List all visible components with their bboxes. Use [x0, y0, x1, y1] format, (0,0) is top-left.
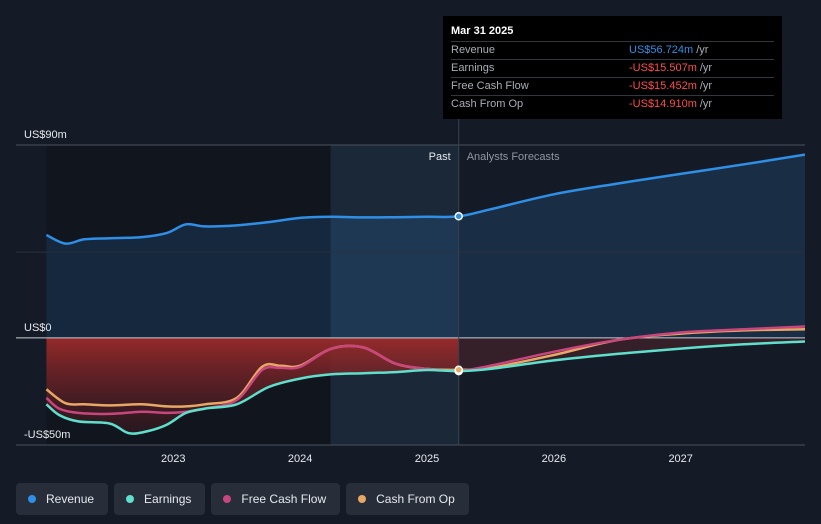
tooltip-row-label: Cash From Op — [451, 98, 524, 110]
series-line-earnings — [45, 340, 805, 435]
legend-item-earnings[interactable]: Earnings — [114, 483, 206, 515]
y-tick-label: US$0 — [24, 322, 52, 334]
y-tick-label: US$90m — [24, 129, 67, 141]
x-tick-label: 2023 — [161, 453, 185, 465]
tooltip-row-value: -US$14.910m — [629, 98, 697, 110]
tooltip-date: Mar 31 2025 — [451, 25, 514, 37]
legend-item-cash-from-op[interactable]: Cash From Op — [346, 483, 469, 515]
legend-dot-icon — [126, 495, 135, 503]
tooltip-row-unit: /yr — [699, 62, 713, 74]
earnings-area-past — [46, 337, 459, 434]
tooltip-row-value: US$56.724m — [629, 44, 694, 56]
revenue-area — [46, 154, 805, 338]
tooltip-row-label: Revenue — [451, 44, 496, 56]
tooltip-row-label: Earnings — [451, 62, 495, 74]
past-highlight-band — [330, 145, 459, 445]
forecast-label: Analysts Forecasts — [467, 151, 560, 163]
tooltip-row-value: -US$15.452m — [629, 80, 697, 92]
legend-item-revenue[interactable]: Revenue — [16, 483, 109, 515]
legend: Revenue Earnings Free Cash Flow Cash From O… — [16, 483, 469, 515]
tooltip-row: Cash From Op -US$14.910m/yr — [451, 95, 774, 113]
x-tick-label: 2026 — [542, 453, 566, 465]
legend-label: Free Cash Flow — [241, 492, 327, 506]
marker-cash-from-op — [454, 365, 463, 375]
tooltip: Mar 31 2025 Revenue US$56.724m/yr Earnings… — [443, 16, 782, 119]
x-tick-label: 2027 — [668, 453, 692, 465]
legend-dot-icon — [28, 495, 36, 503]
legend-label: Cash From Op — [376, 492, 455, 506]
x-tick-label: 2024 — [288, 453, 312, 465]
legend-dot-icon — [223, 495, 232, 503]
tooltip-row-label: Free Cash Flow — [451, 80, 529, 92]
tooltip-row: Revenue US$56.724m/yr — [451, 41, 774, 59]
earnings-area-forecast — [458, 337, 805, 372]
legend-label: Revenue — [46, 492, 95, 506]
y-tick-label: -US$50m — [24, 429, 70, 441]
series-line-free-cash-flow — [45, 325, 805, 416]
past-label: Past — [429, 151, 451, 163]
tooltip-row-unit: /yr — [699, 98, 713, 110]
legend-dot-icon — [358, 495, 367, 503]
tooltip-row-unit: /yr — [696, 44, 709, 56]
marker-revenue — [454, 212, 463, 221]
series-line-revenue — [45, 153, 805, 245]
legend-item-free-cash-flow[interactable]: Free Cash Flow — [211, 483, 341, 515]
tooltip-row-unit: /yr — [699, 80, 713, 92]
x-tick-label: 2025 — [415, 453, 439, 465]
tooltip-row-value: -US$15.507m — [629, 62, 697, 74]
tooltip-row: Earnings -US$15.507m/yr — [451, 59, 774, 77]
legend-label: Earnings — [144, 492, 192, 506]
tooltip-row: Free Cash Flow -US$15.452m/yr — [451, 77, 774, 95]
